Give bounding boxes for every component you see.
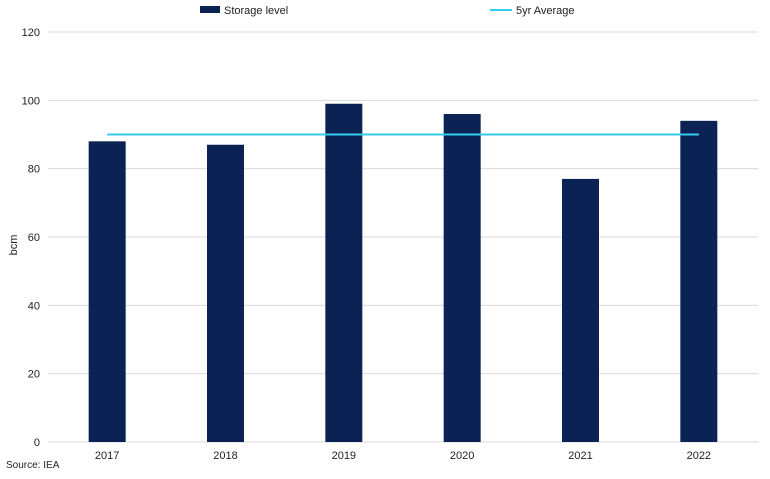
legend-label-5yr-average: 5yr Average bbox=[516, 5, 575, 17]
bar-series-storage-level bbox=[88, 103, 718, 443]
y-tick-label-80: 80 bbox=[28, 164, 40, 176]
bar-2019 bbox=[325, 103, 363, 442]
x-tick-label-2019: 2019 bbox=[332, 450, 356, 462]
x-axis-ticks: 2017 2018 2019 2020 2021 2022 bbox=[95, 450, 711, 462]
y-tick-label-40: 40 bbox=[28, 300, 40, 312]
y-tick-label-60: 60 bbox=[28, 232, 40, 244]
bar-2018 bbox=[207, 144, 244, 442]
y-tick-label-120: 120 bbox=[22, 27, 40, 39]
legend-label-storage-level: Storage level bbox=[224, 5, 288, 17]
x-tick-label-2022: 2022 bbox=[687, 450, 711, 462]
source-note: Source: IEA bbox=[6, 460, 60, 471]
gridlines bbox=[48, 31, 758, 443]
x-tick-label-2020: 2020 bbox=[450, 450, 474, 462]
bar-2020 bbox=[443, 114, 481, 442]
y-tick-label-0: 0 bbox=[34, 437, 40, 449]
bar-2017 bbox=[88, 141, 126, 443]
x-tick-label-2017: 2017 bbox=[95, 450, 119, 462]
bar-2021 bbox=[562, 178, 599, 442]
y-tick-label-20: 20 bbox=[28, 369, 40, 381]
x-tick-label-2021: 2021 bbox=[568, 450, 592, 462]
y-axis-ticks: 0 20 40 60 80 100 120 bbox=[22, 27, 40, 449]
y-axis-title: bcm bbox=[8, 235, 20, 256]
legend: Storage level 5yr Average bbox=[200, 5, 575, 17]
bar-2022 bbox=[680, 120, 718, 442]
y-tick-label-100: 100 bbox=[22, 95, 40, 107]
x-tick-label-2018: 2018 bbox=[213, 450, 237, 462]
legend-swatch-storage-level bbox=[200, 6, 220, 13]
